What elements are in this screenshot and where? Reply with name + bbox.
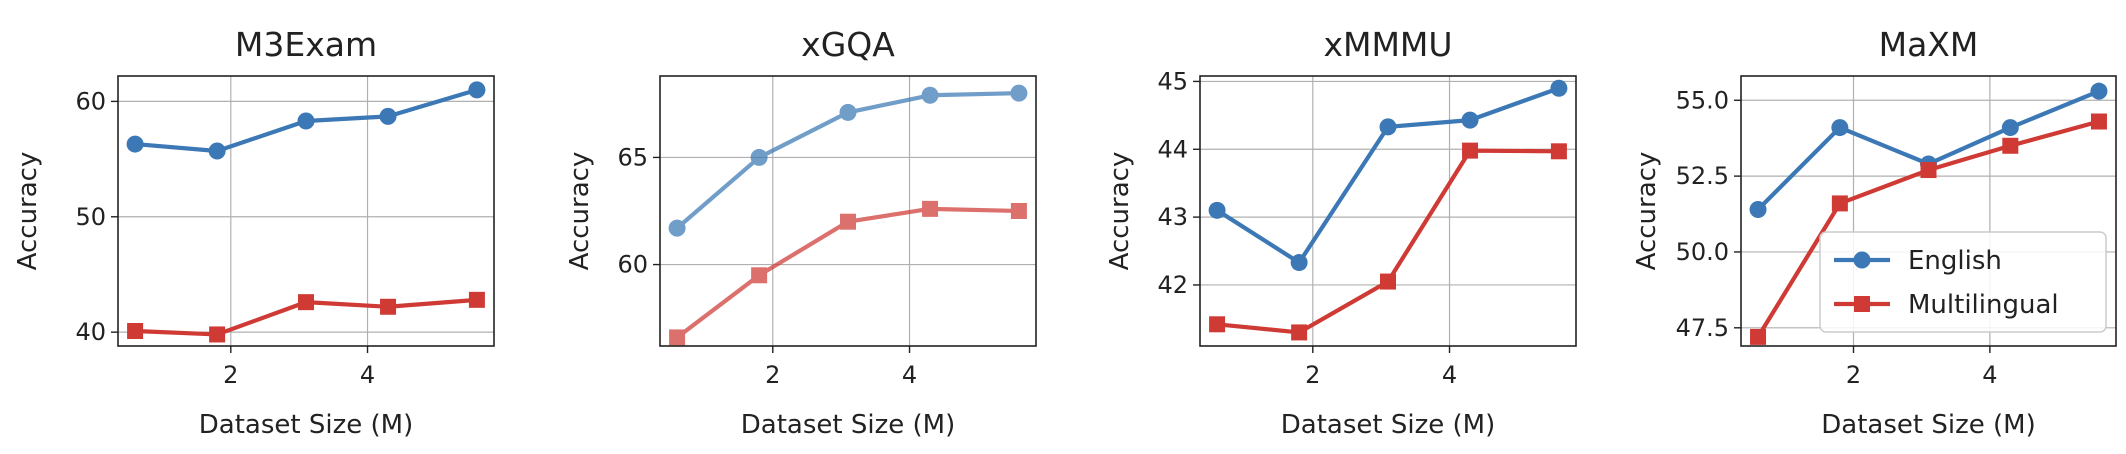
data-point-english [750,148,768,166]
data-point-english [1550,79,1568,97]
plot-title: M3Exam [235,25,377,64]
data-point-multilingual [298,294,314,311]
data-point-english [468,81,486,99]
y-tick-label: 42 [1157,271,1188,299]
series-english [126,81,486,160]
y-axis-label: Accuracy [565,152,595,271]
data-point-english [208,142,226,160]
series-line-english [1215,86,1560,265]
data-point-multilingual [127,323,144,339]
legend-item-english: English [1834,246,2002,276]
data-point-english [1290,254,1308,272]
data-point-multilingual [1462,142,1479,159]
x-tick-label: 4 [360,361,375,389]
data-point-multilingual [922,200,939,217]
y-axis-label: Accuracy [1105,152,1135,271]
series-english [668,84,1028,237]
data-point-multilingual [1920,162,1937,179]
series-multilingual [669,200,1027,346]
y-tick-label: 40 [75,318,106,346]
plot-frame [1199,75,1577,347]
legend-label-multilingual: Multilingual [1908,290,2059,320]
data-point-multilingual [2090,113,2107,130]
y-tick-label: 47.5 [1676,314,1729,342]
plot-frame [659,75,1037,347]
plot-frame [1740,75,2117,347]
y-tick-label: 50 [75,203,106,231]
y-tick-label: 55.0 [1676,86,1729,114]
data-point-multilingual [1750,328,1767,345]
series-line-english [1756,89,2100,211]
plot-title: MaXM [1879,25,1979,64]
data-point-english [1379,118,1397,136]
panel-xgqa: 2 4 60 65 xGQA Dataset Size (M) Accuracy [565,25,1037,440]
data-point-multilingual [1291,324,1308,341]
y-tick-label: 43 [1157,203,1188,231]
data-point-multilingual [2002,137,2019,154]
x-tick-label: 4 [1442,361,1457,389]
y-tick-label: 45 [1157,67,1188,95]
y-axis-label: Accuracy [13,152,43,271]
data-point-multilingual [1550,143,1567,160]
plot-frame [117,75,495,347]
data-point-english [379,107,397,125]
data-point-multilingual [1010,203,1027,219]
x-tick-label: 2 [1305,361,1320,389]
y-tick-label: 52.5 [1676,162,1729,190]
data-point-english [1749,200,1767,218]
panel-xmmmu: 2 4 42 43 44 45 xMMMU Dataset Size (M) Accuracy [1105,25,1577,440]
data-point-multilingual [1831,195,1848,212]
data-point-english [839,103,857,121]
x-tick-label: 2 [223,361,238,389]
x-axis-label: Dataset Size (M) [741,410,955,440]
data-point-english [1208,201,1226,219]
data-point-english [2001,119,2019,137]
x-axis-label: Dataset Size (M) [199,410,413,440]
plot-title: xGQA [801,25,895,64]
legend: English Multilingual [1819,231,2107,333]
data-point-multilingual [751,267,768,284]
data-point-multilingual [1380,273,1396,290]
series-english [1208,79,1568,272]
data-point-multilingual [209,326,226,343]
legend-box [1819,231,2107,333]
x-tick-label: 4 [902,361,917,389]
legend-item-multilingual: Multilingual [1834,290,2059,320]
data-point-english [668,219,686,237]
legend-marker-multilingual [1854,296,1870,312]
data-point-multilingual [380,298,397,315]
series-multilingual [1750,113,2107,345]
y-tick-label: 60 [617,251,648,279]
data-point-multilingual [669,329,686,346]
y-axis-label: Accuracy [1632,152,1662,271]
data-point-english [1010,84,1028,102]
plot-title: xMMMU [1323,25,1452,64]
data-point-english [126,135,144,153]
data-point-english [1461,111,1479,129]
y-tick-label: 65 [617,143,648,171]
y-tick-label: 50.0 [1676,238,1729,266]
data-point-english [2090,82,2108,100]
x-axis-label: Dataset Size (M) [1821,410,2035,440]
panel-m3exam: 2 4 40 50 60 M3Exam Dataset Size (M) Accuracy [13,25,495,440]
x-axis-label: Dataset Size (M) [1281,410,1495,440]
y-tick-label: 44 [1157,135,1188,163]
data-point-english [297,112,315,130]
data-point-multilingual [840,213,856,230]
y-tick-label: 60 [75,87,106,115]
legend-marker-english [1853,251,1871,269]
data-point-multilingual [468,291,485,308]
legend-label-english: English [1908,246,2002,276]
x-tick-label: 4 [1982,361,1997,389]
x-tick-label: 2 [765,361,780,389]
series-multilingual [1209,142,1567,341]
panel-maxm: 2 4 47.5 50.0 52.5 55.0 MaXM Dataset Size (M) Ac… [1632,25,2117,440]
data-point-english [1831,119,1849,137]
data-point-english [921,86,939,104]
series-multilingual [127,291,485,343]
data-point-multilingual [1209,316,1226,333]
series-english [1749,82,2108,218]
x-tick-label: 2 [1846,361,1861,389]
